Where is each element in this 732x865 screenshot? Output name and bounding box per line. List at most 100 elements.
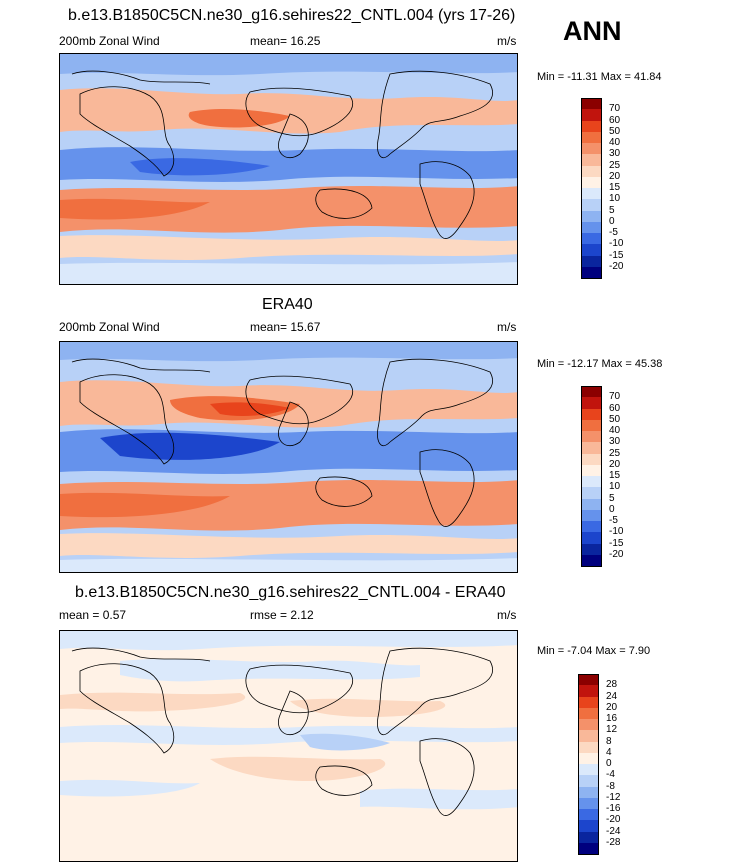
panel-obs-variable: 200mb Zonal Wind [59, 320, 160, 334]
panel-model-colorbar: 70 60 50 40 30 25 20 15 10 5 0 -5 -10 -15 -20 [581, 98, 661, 284]
colorbar-level-label: 10 [609, 481, 621, 493]
panel-obs-minmax: Min = -12.17 Max = 45.38 [537, 358, 663, 370]
colorbar-level-label: 0 [609, 215, 615, 227]
colorbar-level-label: 0 [609, 503, 615, 515]
colorbar-level-label: 70 [609, 391, 621, 403]
colorbar-swatch [578, 719, 599, 731]
colorbar-swatch [581, 109, 602, 121]
colorbar-level-label: -8 [606, 780, 615, 792]
colorbar-swatch [578, 764, 599, 776]
panel-obs-colorbar: 70 60 50 40 30 25 20 15 10 5 0 -5 -10 -15 -20 [581, 386, 661, 572]
colorbar-level-label: -16 [606, 803, 621, 814]
colorbar-level-label: -15 [609, 249, 624, 261]
colorbar-level-label: 16 [606, 713, 618, 724]
panel-model-variable: 200mb Zonal Wind [59, 34, 160, 48]
panel-model-mean: mean= 16.25 [250, 34, 321, 48]
panel-obs-title: ERA40 [262, 296, 313, 313]
colorbar-level-label: 10 [609, 193, 621, 205]
colorbar-level-label: 8 [606, 735, 612, 747]
colorbar-level-label: 20 [609, 170, 621, 182]
colorbar-level-label: 5 [609, 492, 615, 504]
colorbar-swatch [581, 244, 602, 256]
colorbar-swatch [581, 419, 602, 432]
colorbar-level-label: 20 [609, 458, 621, 470]
panel-diff-colorbar: 28 24 20 16 12 8 4 0 -4 -8 -12 -16 -20 -24 -28 [578, 674, 658, 860]
colorbar-level-label: 30 [609, 148, 621, 160]
colorbar-level-label: 15 [609, 182, 621, 193]
colorbar-swatch [581, 98, 602, 110]
panel-model-map [59, 53, 518, 285]
colorbar-level-label: 70 [609, 103, 621, 115]
season-label: ANN [563, 16, 622, 46]
colorbar-swatch [581, 154, 602, 166]
panel-diff-minmax: Min = -7.04 Max = 7.90 [537, 645, 651, 657]
colorbar-swatch [578, 730, 599, 742]
colorbar-swatch [581, 255, 602, 268]
colorbar-level-label: 60 [609, 402, 621, 414]
colorbar-swatch [581, 143, 602, 155]
colorbar-swatch [581, 509, 602, 522]
colorbar-swatch [578, 842, 599, 855]
colorbar-level-label: -4 [606, 769, 615, 781]
panel-diff-rmse: rmse = 2.12 [250, 608, 314, 622]
colorbar-level-label: 40 [609, 425, 621, 436]
panel-diff-title: b.e13.B1850C5CN.ne30_g16.sehires22_CNTL.… [75, 584, 506, 601]
colorbar-swatch [581, 266, 602, 279]
panel-diff-mean: mean = 0.57 [59, 608, 127, 622]
colorbar-swatch [581, 210, 602, 223]
colorbar-swatch [581, 221, 602, 234]
colorbar-swatch [578, 674, 599, 686]
colorbar-level-label: -10 [609, 526, 624, 538]
panel-model-minmax: Min = -11.31 Max = 41.84 [537, 71, 662, 83]
colorbar-swatch [578, 820, 599, 832]
colorbar-swatch [578, 831, 599, 844]
colorbar-level-label: 40 [609, 137, 621, 148]
colorbar-level-label: 30 [609, 436, 621, 448]
colorbar-level-label: 50 [609, 413, 621, 425]
colorbar-level-label: -10 [609, 238, 624, 250]
panel-diff-units: m/s [497, 608, 517, 622]
colorbar-level-label: 15 [609, 470, 621, 481]
colorbar-swatch [581, 188, 602, 200]
colorbar-swatch [578, 797, 599, 810]
panel-obs-units: m/s [497, 320, 517, 334]
colorbar-swatch [581, 408, 602, 421]
colorbar-swatch [578, 707, 599, 720]
colorbar-level-label: -15 [609, 537, 624, 549]
colorbar-level-label: 60 [609, 114, 621, 126]
colorbar-swatch [581, 453, 602, 466]
panel-model-title: b.e13.B1850C5CN.ne30_g16.sehires22_CNTL.… [68, 7, 516, 24]
colorbar-swatch [581, 442, 602, 454]
colorbar-swatch [581, 554, 602, 567]
panel-diff-map [59, 630, 518, 862]
colorbar-swatch [578, 752, 599, 765]
colorbar-level-label: -24 [606, 825, 621, 837]
colorbar-swatch [581, 386, 602, 398]
colorbar-level-label: 28 [606, 679, 618, 691]
colorbar-swatch [581, 498, 602, 511]
colorbar-swatch [581, 233, 602, 245]
colorbar-swatch [581, 199, 602, 211]
colorbar-swatch [581, 176, 602, 189]
colorbar-swatch [581, 120, 602, 133]
colorbar-level-label: 5 [609, 204, 615, 216]
colorbar-level-label: 25 [609, 159, 621, 171]
panel-model-units: m/s [497, 34, 517, 48]
colorbar-swatch [581, 543, 602, 556]
colorbar-swatch [581, 431, 602, 443]
colorbar-level-label: -5 [609, 515, 618, 526]
colorbar-swatch [581, 165, 602, 178]
colorbar-swatch [578, 685, 599, 697]
colorbar-level-label: -20 [606, 814, 621, 826]
colorbar-swatch [581, 397, 602, 409]
colorbar-level-label: 24 [606, 690, 618, 702]
colorbar-swatch [578, 741, 599, 754]
colorbar-swatch [581, 532, 602, 544]
colorbar-swatch [578, 775, 599, 787]
colorbar-swatch [581, 476, 602, 488]
colorbar-level-label: 50 [609, 125, 621, 137]
colorbar-level-label: -20 [609, 260, 624, 272]
colorbar-level-label: -12 [606, 791, 621, 803]
colorbar-level-label: 0 [606, 758, 612, 769]
colorbar-level-label: 25 [609, 447, 621, 459]
